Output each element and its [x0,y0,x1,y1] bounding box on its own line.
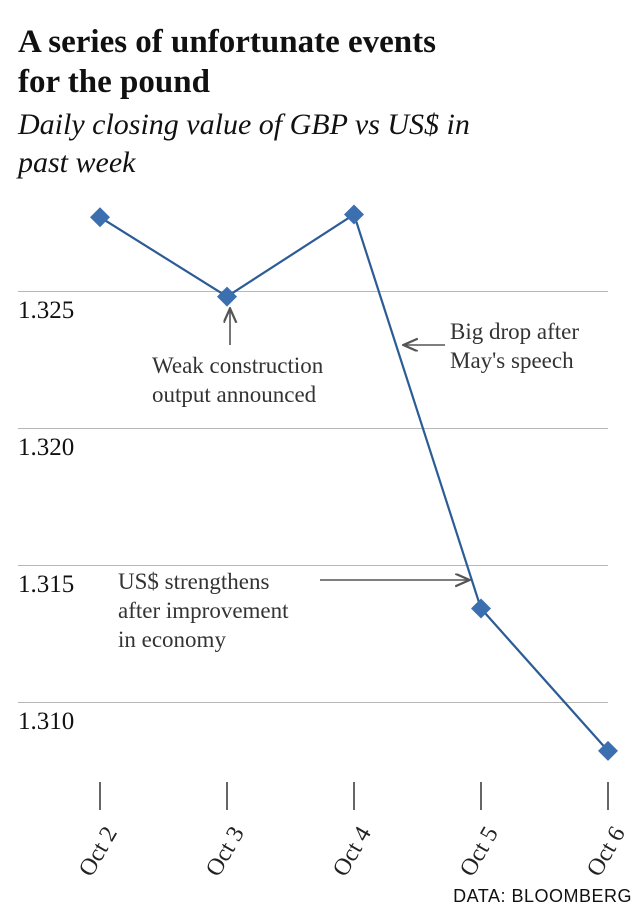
annotation-big-drop: Big drop after May's speech [450,318,579,376]
annotation-line: US$ strengthens [118,569,269,594]
chart-svg-layer [0,0,640,913]
annotation-usd-strengthens: US$ strengthens after improvement in econo… [118,568,289,654]
annotation-line: in economy [118,627,226,652]
x-tick [607,782,609,810]
x-tick [226,782,228,810]
chart-container: { "canvas": { "width": 640, "height": 91… [0,0,640,913]
line-series [100,214,608,750]
data-marker [344,204,364,224]
x-tick [99,782,101,810]
data-marker [90,207,110,227]
data-source: DATA: BLOOMBERG [453,886,632,907]
annotation-line: output announced [152,382,316,407]
annotation-weak-construction: Weak construction output announced [152,352,323,410]
data-marker [217,287,237,307]
annotation-line: Weak construction [152,353,323,378]
x-tick [480,782,482,810]
x-tick [353,782,355,810]
annotation-line: after improvement [118,598,289,623]
annotation-line: May's speech [450,348,574,373]
annotation-line: Big drop after [450,319,579,344]
